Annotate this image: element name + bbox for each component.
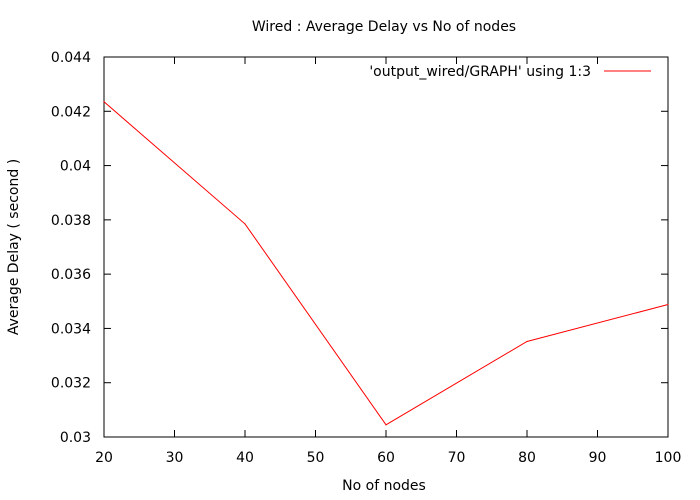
y-tick-label: 0.03 [60, 430, 91, 446]
series-layer [103, 101, 669, 426]
x-tick-label: 90 [589, 450, 607, 466]
y-axis: 0.03 0.032 0.034 0.036 0.038 0.04 0.042 0.044 [51, 50, 668, 446]
x-tick-label: 100 [655, 450, 682, 466]
x-tick-label: 40 [236, 450, 254, 466]
x-axis: 20 30 40 50 60 70 80 90 100 [95, 57, 681, 466]
plot-frame [103, 56, 669, 438]
x-tick-label: 80 [518, 450, 536, 466]
y-axis-label: Average Delay ( second ) [6, 159, 22, 335]
legend: 'output_wired/GRAPH' using 1:3 [369, 64, 651, 80]
chart-title: Wired : Average Delay vs No of nodes [252, 19, 516, 35]
y-tick-label: 0.036 [51, 267, 91, 283]
x-tick-label: 50 [307, 450, 325, 466]
y-tick-label: 0.032 [51, 376, 91, 392]
x-tick-label: 30 [166, 450, 184, 466]
data-point [385, 424, 387, 426]
x-tick-label: 70 [448, 450, 466, 466]
data-point [667, 303, 669, 306]
data-point [244, 223, 246, 225]
y-tick-label: 0.044 [51, 50, 91, 66]
series-line [103, 101, 669, 426]
y-tick-label: 0.034 [51, 321, 91, 337]
y-tick-label: 0.042 [51, 104, 91, 120]
y-tick-label: 0.04 [60, 159, 91, 175]
legend-label: 'output_wired/GRAPH' using 1:3 [369, 64, 591, 80]
data-point [526, 340, 528, 343]
x-axis-label: No of nodes [342, 478, 426, 494]
data-point [103, 101, 105, 103]
y-tick-label: 0.038 [51, 213, 91, 229]
x-tick-label: 20 [95, 450, 113, 466]
x-tick-label: 60 [377, 450, 395, 466]
